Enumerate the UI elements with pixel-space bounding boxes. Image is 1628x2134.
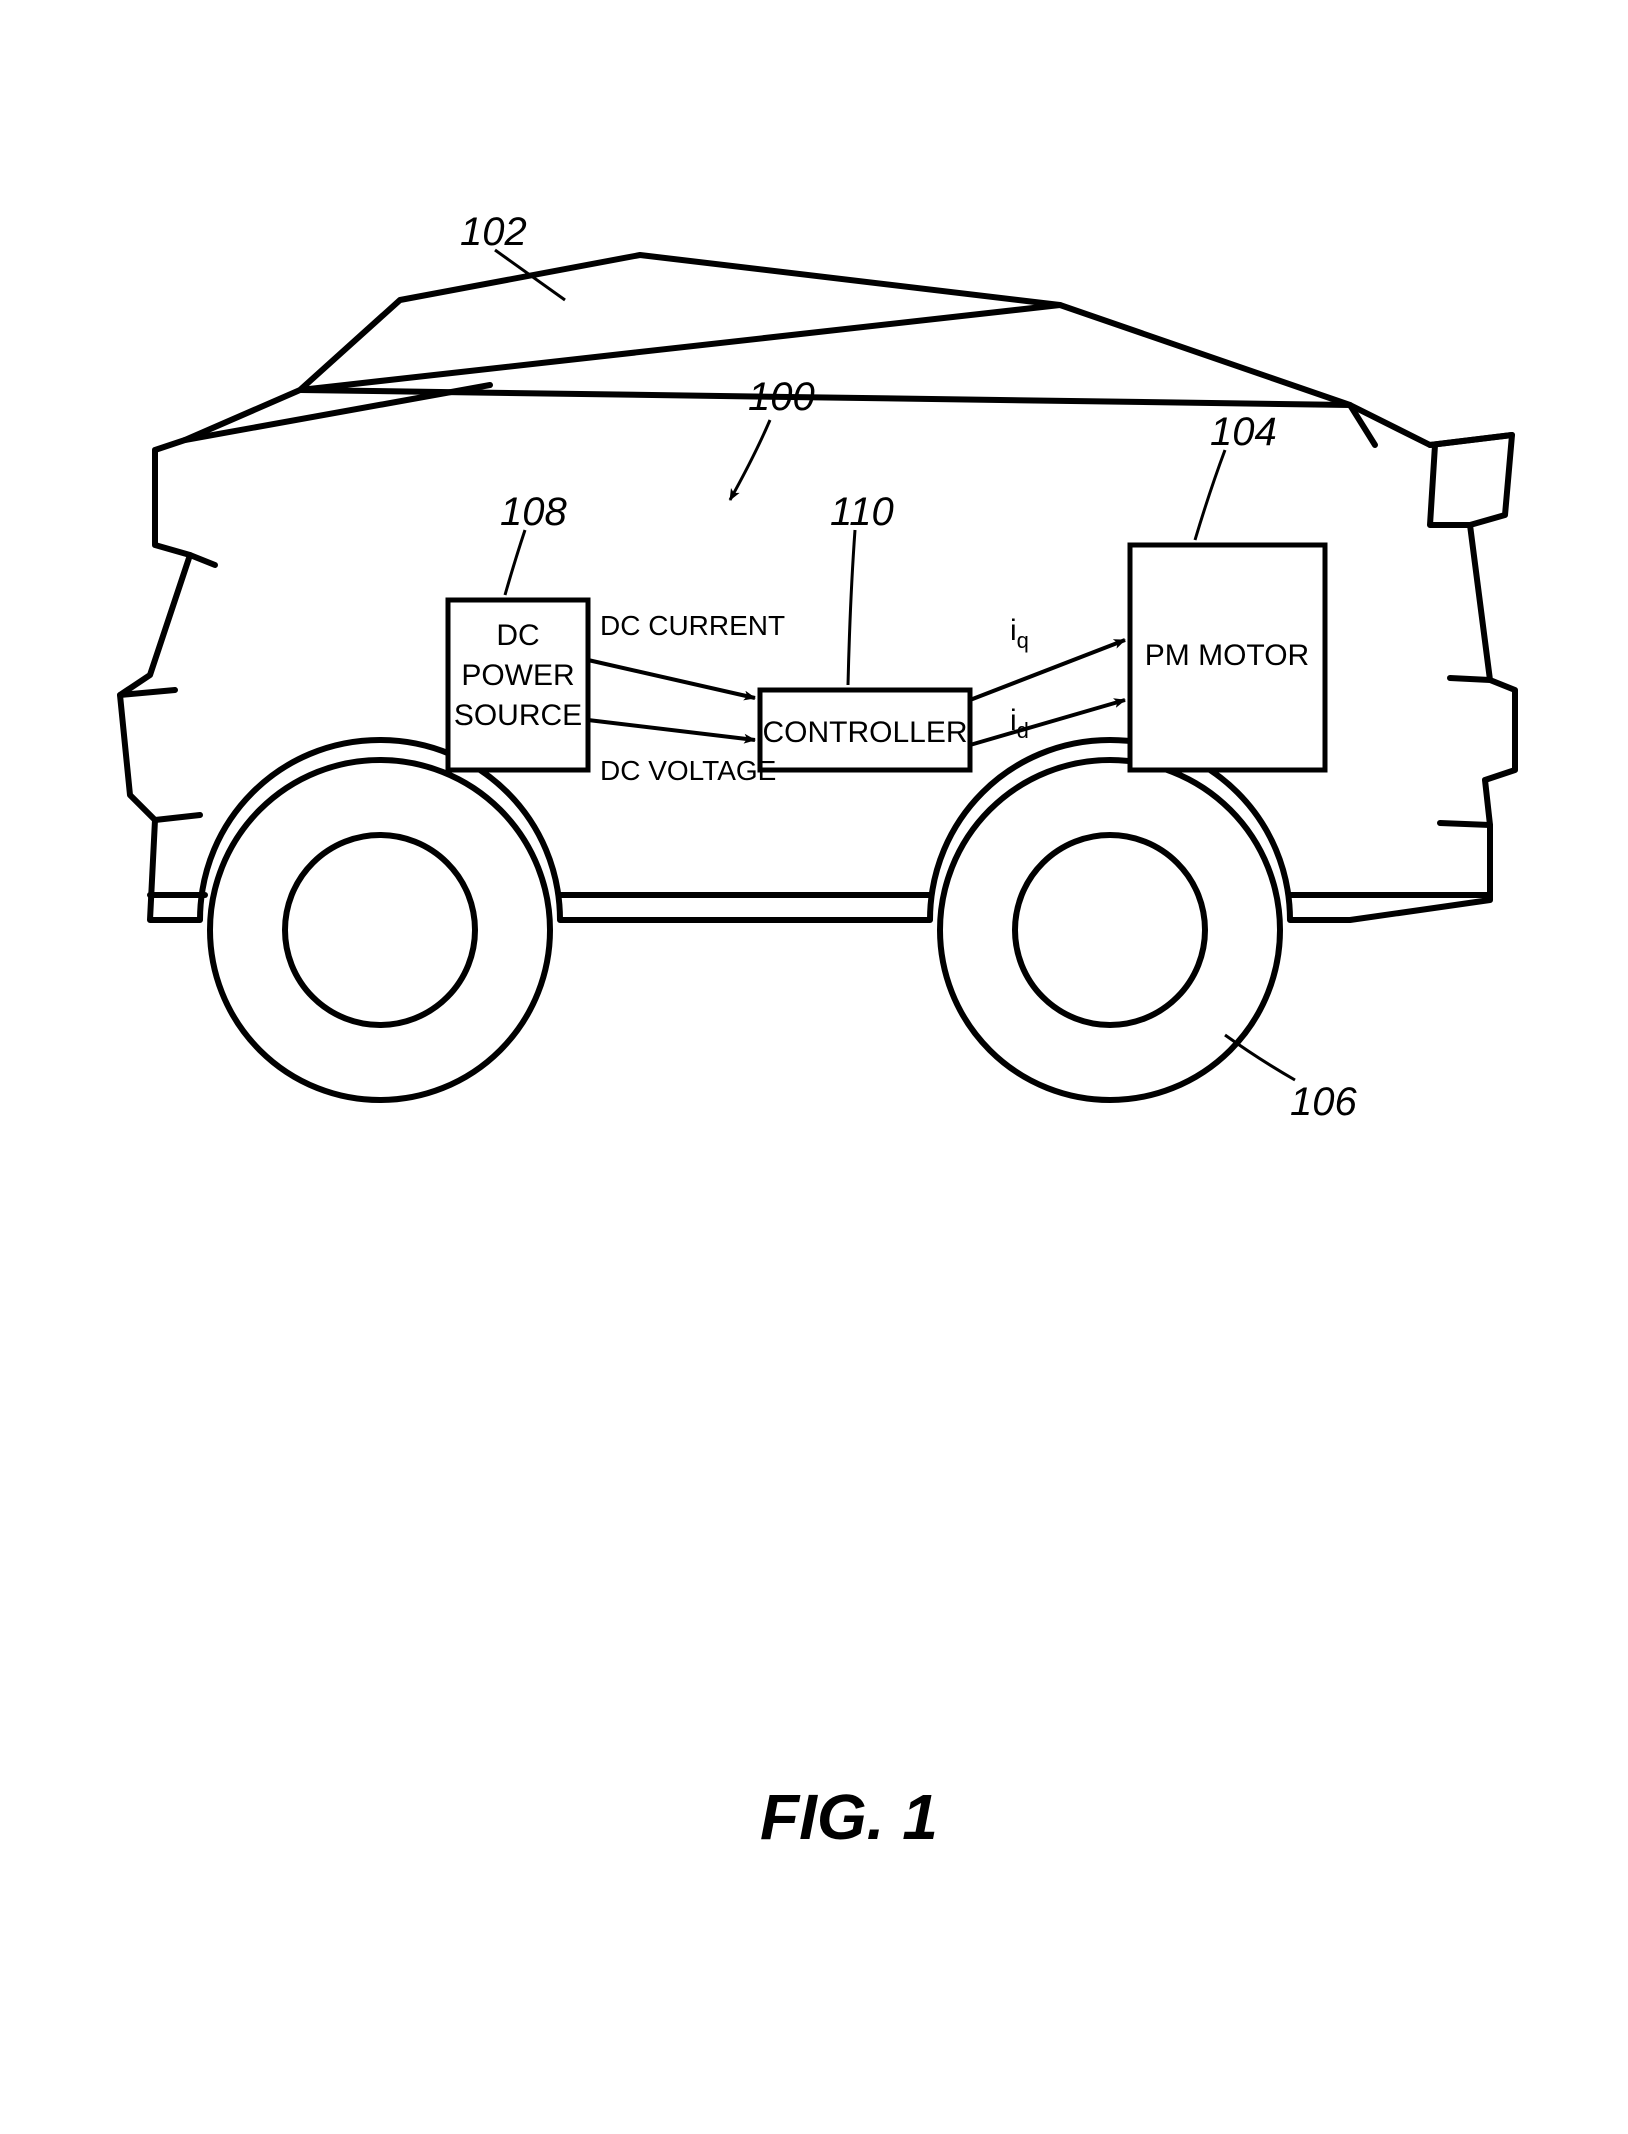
block-pm-motor: PM MOTOR (1130, 545, 1325, 770)
ref-110: 110 (830, 490, 894, 535)
label-iq: iq (1010, 614, 1029, 653)
leader-102 (495, 250, 565, 300)
label-id: id (1010, 704, 1029, 743)
ref-100: 100 (748, 375, 815, 420)
dc-power-source-label-1: DC (496, 619, 539, 652)
leader-110 (848, 530, 855, 685)
block-dc-power-source: DC POWER SOURCE (448, 600, 588, 770)
ref-106: 106 (1290, 1080, 1357, 1125)
ref-102: 102 (460, 210, 527, 255)
leader-104 (1195, 450, 1225, 540)
arrow-iq (970, 640, 1125, 700)
block-controller: CONTROLLER (760, 690, 970, 770)
leader-108 (505, 530, 525, 595)
dc-power-source-label-3: SOURCE (454, 699, 582, 732)
arrow-dc-current (588, 660, 755, 698)
pm-motor-label: PM MOTOR (1145, 639, 1309, 672)
controller-label: CONTROLLER (762, 716, 967, 749)
dc-power-source-label-2: POWER (461, 659, 574, 692)
leader-100 (730, 420, 770, 500)
figure-caption: FIG. 1 (760, 1780, 938, 1854)
figure-canvas: DC POWER SOURCE CONTROLLER PM MOTOR DC C… (0, 0, 1628, 2134)
label-dc-voltage: DC VOLTAGE (600, 755, 776, 786)
front-wheel (210, 760, 550, 1100)
rear-wheel (940, 760, 1280, 1100)
arrow-dc-voltage (588, 720, 755, 740)
ref-108: 108 (500, 490, 567, 535)
leader-106 (1225, 1035, 1295, 1080)
label-dc-current: DC CURRENT (600, 610, 785, 641)
ref-104: 104 (1210, 410, 1277, 455)
